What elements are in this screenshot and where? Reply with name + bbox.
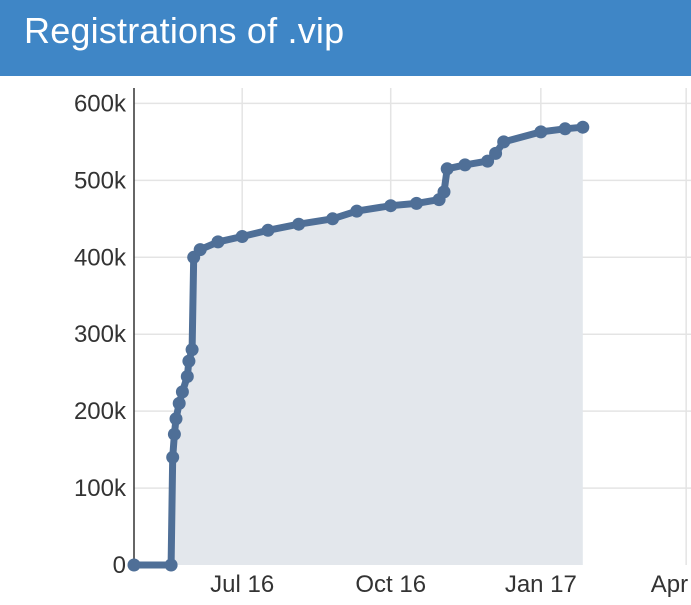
data-point: [350, 204, 364, 218]
series-area: [134, 127, 583, 565]
data-point: [437, 185, 451, 199]
data-point: [180, 370, 194, 383]
x-tick-label: Apr 17: [651, 571, 691, 598]
data-point: [440, 162, 454, 176]
data-point: [481, 154, 495, 168]
y-tick-label: 200k: [74, 398, 127, 425]
data-point: [185, 343, 199, 357]
data-point: [182, 354, 196, 368]
x-tick-label: Jul 16: [210, 571, 274, 598]
data-point: [558, 122, 572, 136]
data-point: [169, 412, 183, 426]
data-point: [326, 212, 340, 226]
y-tick-label: 600k: [74, 90, 127, 117]
data-point: [211, 235, 225, 249]
page-title: Registrations of .vip: [24, 10, 345, 51]
data-point: [458, 158, 472, 172]
data-point: [167, 427, 181, 441]
data-point: [489, 146, 503, 160]
y-tick-label: 100k: [74, 475, 127, 502]
y-tick-label: 300k: [74, 321, 127, 348]
data-point: [576, 120, 590, 134]
y-tick-label: 0: [113, 552, 126, 579]
y-tick-label: 400k: [74, 244, 127, 271]
x-tick-label: Oct 16: [355, 571, 426, 598]
data-point: [193, 243, 207, 257]
data-point: [497, 135, 511, 149]
data-point: [261, 223, 275, 237]
data-point: [410, 196, 423, 210]
title-bar: Registrations of .vip: [0, 0, 691, 76]
data-point: [175, 385, 189, 399]
data-point: [235, 230, 249, 243]
data-point: [172, 396, 186, 410]
data-point: [292, 217, 306, 231]
x-tick-label: Jan 17: [505, 571, 577, 598]
data-point: [534, 125, 548, 139]
data-point: [164, 558, 178, 572]
y-tick-label: 500k: [74, 167, 127, 194]
data-point: [384, 199, 398, 213]
data-point: [166, 450, 180, 464]
data-point: [127, 558, 141, 572]
